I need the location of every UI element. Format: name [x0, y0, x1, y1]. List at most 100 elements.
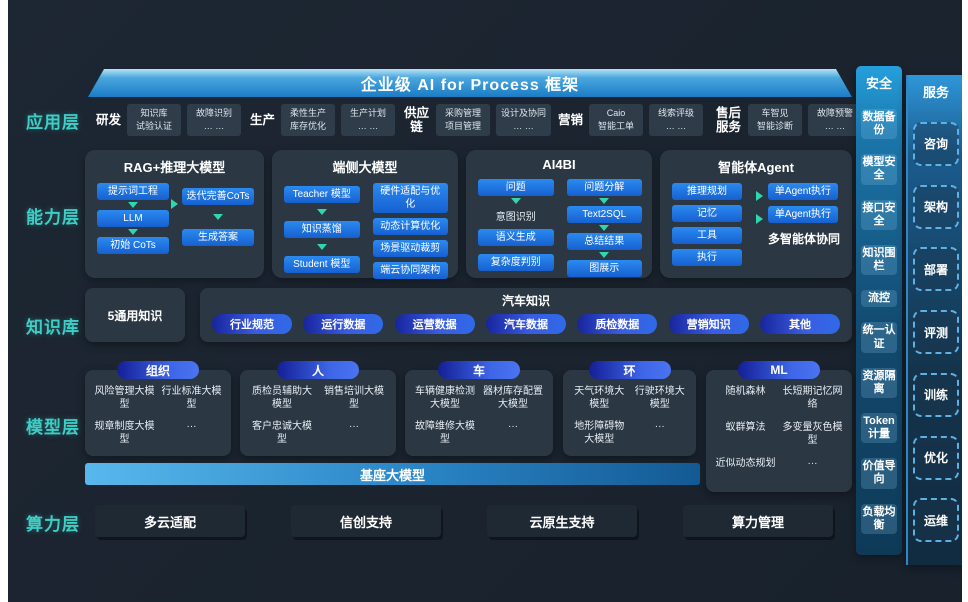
- ai4bi-box-title: AI4BI: [542, 157, 576, 172]
- knowledge-pill-other: 其他: [759, 314, 840, 334]
- app-group-aftersales: 售后服务 车智见 智能诊断 故障预警 … …: [715, 101, 862, 139]
- app-card-line: 智能工单: [598, 121, 635, 131]
- ai4bi-step-summary: 总结结果: [566, 233, 642, 250]
- service-item-training: 训练: [913, 372, 959, 417]
- model-item: 故障维修大模型: [415, 421, 475, 445]
- edge-box-title: 端侧大模型: [332, 160, 398, 175]
- app-card-line: 线索评级: [658, 108, 695, 119]
- model-item: 多变量灰色模型: [782, 422, 843, 446]
- app-group-marketing: 营销 Caio 智能工单 线索评级 … …: [558, 101, 704, 139]
- rag-step-llm: LLM: [97, 210, 169, 227]
- edge-step-hardware: 硬件适配与优化: [372, 183, 448, 213]
- knowledge-pill-qc-data: 质检数据: [577, 314, 658, 334]
- app-card-line: … …: [357, 121, 379, 131]
- model-group-environment: 环 天气环境大模型 行驶环境大模型 地形障碍物大模型 ···: [563, 361, 696, 456]
- slide-background: 企业级 AI for Process 框架 应用层 能力层 知识库 模型层 算力…: [8, 0, 962, 602]
- app-card-line: … …: [513, 121, 534, 131]
- security-column-title: 安全: [865, 76, 892, 91]
- agent-step-tools: 工具: [672, 227, 742, 244]
- framework-banner: 企业级 AI for Process 框架: [88, 69, 852, 97]
- model-pill-environment: 环: [588, 361, 671, 379]
- model-item: 长短期记忆网络: [782, 386, 843, 410]
- agent-box: 智能体Agent 推理规划 记忆 工具 执行 单Agent执行 单Agent执行…: [660, 150, 852, 278]
- model-item: ···: [654, 421, 665, 432]
- ai4bi-step-intent: 意图识别: [495, 212, 536, 223]
- model-item: 质检员辅助大模型: [252, 386, 312, 410]
- edge-step-cloud-arch: 端云协同架构: [372, 262, 448, 279]
- ai4bi-step-text2sql: Text2SQL: [566, 206, 642, 223]
- model-item: 客户忠诚大模型: [252, 421, 312, 445]
- security-item-model-safety: 模型安全: [861, 154, 897, 185]
- security-item-knowledge-guardrail: 知识围栏: [861, 244, 897, 276]
- agent-multi-note: 多智能体协同: [768, 232, 841, 246]
- app-card-line: 知识库: [140, 108, 168, 119]
- arrow-down-icon: [599, 198, 610, 204]
- app-card-line: 智能诊断: [756, 121, 793, 131]
- agent-single-exec-1: 单Agent执行: [768, 183, 838, 200]
- arrow-down-icon: [213, 214, 223, 220]
- model-pill-ml: ML: [738, 361, 820, 379]
- knowledge-pill-ops-data: 运营数据: [394, 314, 475, 334]
- layer-label-model: 模型层: [26, 418, 80, 437]
- model-item: 蚁群算法: [725, 422, 766, 433]
- security-item-load-balancing: 负载均衡: [861, 503, 897, 534]
- security-item-data-backup: 数据备份: [861, 108, 897, 140]
- service-column: 服务 咨询 架构 部署 评测 训练 优化 运维: [906, 75, 962, 565]
- knowledge-domain-title: 汽车知识: [501, 294, 550, 308]
- app-card-line: 生产计划: [350, 108, 387, 119]
- app-group-label: 营销: [558, 112, 584, 127]
- knowledge-pill-operation-data: 运行数据: [303, 314, 384, 334]
- knowledge-domain-box: 汽车知识 行业规范 运行数据 运营数据 汽车数据 质检数据 营销知识 其他: [200, 288, 852, 342]
- model-item: ···: [186, 421, 197, 432]
- app-group-label: 研发: [96, 112, 122, 127]
- security-item-unified-auth: 统一认证: [861, 322, 897, 353]
- knowledge-pill-marketing: 营销知识: [668, 314, 749, 334]
- arrow-down-icon: [316, 209, 327, 215]
- model-group-ml: ML 随机森林 长短期记忆网络 蚁群算法 多变量灰色模型 近似动态规划 ···: [706, 361, 852, 492]
- model-group-organization: 组织 风险管理大模型 行业标准大模型 规章制度大模型 ···: [85, 361, 231, 456]
- app-card-line: … …: [665, 121, 687, 131]
- arrow-down-icon: [128, 229, 138, 235]
- app-card-line: 库存优化: [290, 121, 327, 131]
- edge-step-dynamic-compute: 动态计算优化: [372, 218, 448, 235]
- layer-label-knowledge: 知识库: [26, 318, 80, 337]
- model-item: 随机森林: [725, 386, 766, 397]
- app-group-label: 售后服务: [715, 105, 741, 134]
- arrow-right-icon: [756, 214, 763, 224]
- layer-label-compute: 算力层: [26, 515, 80, 534]
- model-item: 车辆健康检测大模型: [415, 386, 475, 410]
- app-group-label: 供应链: [403, 105, 429, 134]
- model-pill-person: 人: [277, 361, 359, 379]
- app-card-line: 柔性生产: [290, 108, 327, 119]
- model-item: 行业标准大模型: [161, 386, 222, 410]
- app-card: 柔性生产 库存优化: [281, 104, 336, 136]
- knowledge-pill-vehicle-data: 汽车数据: [485, 314, 566, 334]
- app-card: 采购管理 项目管理: [436, 104, 490, 136]
- app-card: 故障识别 … …: [187, 104, 242, 136]
- service-column-title: 服务: [922, 85, 949, 100]
- layer-label-capability: 能力层: [26, 208, 80, 227]
- app-card-line: 项目管理: [444, 121, 481, 131]
- app-group-production: 生产 柔性生产 库存优化 生产计划 … …: [250, 101, 396, 139]
- model-item: 销售培训大模型: [324, 386, 384, 410]
- model-item: 天气环境大模型: [574, 386, 625, 410]
- ai4bi-step-decompose: 问题分解: [566, 179, 642, 196]
- compute-xinchuang: 信创支持: [291, 505, 441, 537]
- arrow-down-icon: [128, 202, 138, 208]
- agent-single-exec-2: 单Agent执行: [768, 206, 838, 223]
- agent-step-planning: 推理规划: [672, 183, 742, 200]
- model-pill-organization: 组织: [117, 361, 199, 379]
- compute-cloud-native: 云原生支持: [487, 505, 637, 537]
- rag-box-title: RAG+推理大模型: [123, 160, 226, 175]
- edge-step-scenario-prune: 场景驱动裁剪: [372, 240, 448, 257]
- arrow-down-icon: [316, 244, 327, 250]
- security-item-flow-control: 流控: [861, 290, 897, 308]
- app-card: 车智见 智能诊断: [748, 104, 802, 136]
- app-card-line: 故障预警: [816, 108, 853, 119]
- ai4bi-box: AI4BI 问题 意图识别 语义生成 复杂度判别 问题分解 Text2SQL 总…: [466, 150, 652, 278]
- security-item-value-orientation: 价值导向: [861, 458, 897, 489]
- arrow-down-icon: [599, 225, 610, 231]
- model-pill-vehicle: 车: [438, 361, 520, 379]
- knowledge-pill-industry: 行业规范: [212, 314, 292, 334]
- compute-multicloud: 多云适配: [95, 505, 245, 537]
